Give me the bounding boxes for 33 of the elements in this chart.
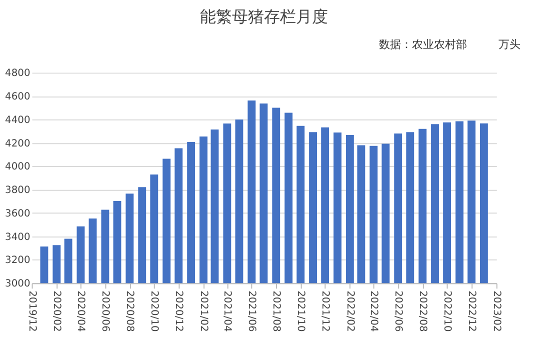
chart-title: 能繁母猪存栏月度 <box>200 7 328 26</box>
x-tick-label: 2022/04 <box>368 290 380 332</box>
y-tick-label: 4800 <box>5 68 30 80</box>
x-tick-label: 2022/10 <box>442 290 453 332</box>
x-tick-label: 2020/10 <box>148 290 160 332</box>
x-tick-label: 2021/02 <box>198 290 210 332</box>
y-tick-label: 4400 <box>5 114 30 126</box>
x-tick-label: 2020/12 <box>173 290 184 332</box>
x-tick-label: 2020/06 <box>100 290 111 332</box>
x-tick-label: 2020/02 <box>51 290 62 332</box>
x-tick-label: 2019/12 <box>26 290 38 332</box>
y-tick-label: 4600 <box>5 92 30 103</box>
x-tick-label: 2022/08 <box>417 290 428 332</box>
y-tick-label: 3400 <box>5 232 30 243</box>
y-tick-label: 3000 <box>5 278 30 290</box>
x-tick-label: 2020/04 <box>75 290 86 332</box>
text: 万头 <box>498 38 520 51</box>
y-tick-label: 3800 <box>5 185 30 196</box>
x-tick-label: 2023/02 <box>490 290 502 332</box>
x-tick-label: 2021/08 <box>270 290 282 332</box>
x-tick-label: 2021/06 <box>246 290 258 332</box>
x-tick-label: 2021/04 <box>222 290 233 332</box>
x-tick-label: 2021/12 <box>320 290 331 332</box>
x-tick-label: 2020/08 <box>124 290 136 332</box>
x-tick-label: 2021/10 <box>295 290 306 332</box>
y-tick-label: 4200 <box>5 138 30 150</box>
x-tick-label: 2022/12 <box>466 290 478 332</box>
x-tick-label: 2022/06 <box>392 290 404 332</box>
x-tick-label: 2022/02 <box>344 290 356 332</box>
y-tick-label: 3200 <box>5 255 30 266</box>
y-tick-label: 4000 <box>5 162 30 173</box>
y-tick-label: 3600 <box>5 208 30 220</box>
text: 数据：农业农村部 <box>379 38 468 51</box>
